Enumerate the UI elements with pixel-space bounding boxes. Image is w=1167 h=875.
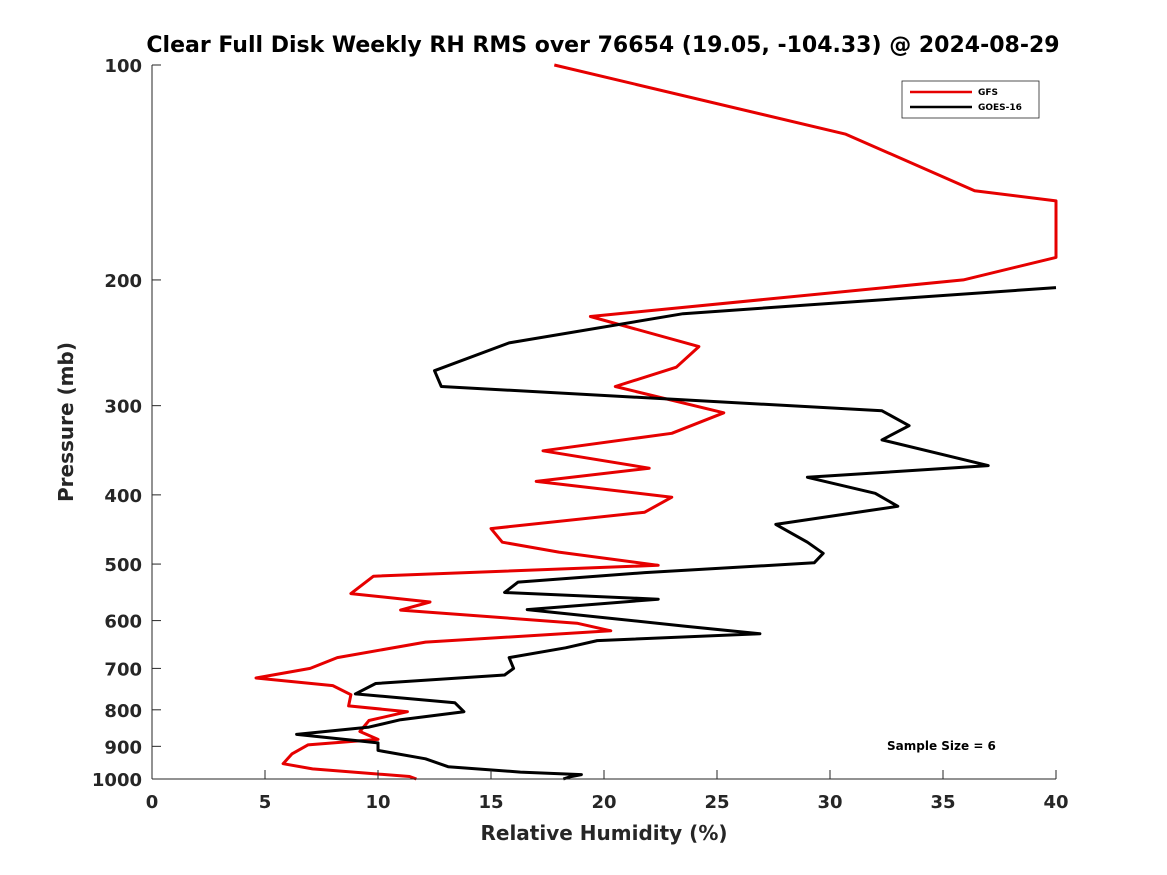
x-tick-label: 10 — [365, 792, 390, 813]
sample-size-annotation: Sample Size = 6 — [887, 739, 996, 753]
x-tick-label: 5 — [259, 792, 272, 813]
series-line-goes16 — [295, 286, 1057, 781]
y-tick-label: 400 — [104, 486, 142, 507]
y-tick-label: 600 — [104, 612, 142, 633]
x-tick-label: 40 — [1043, 792, 1068, 813]
y-tick-label: 500 — [104, 555, 142, 576]
y-tick-label: 700 — [104, 659, 142, 680]
legend-label-gfs: GFS — [978, 88, 998, 98]
x-tick-label: 20 — [591, 792, 616, 813]
x-tick-label: 15 — [478, 792, 503, 813]
y-axis-ticks: 100 200 300 400 500 600 700 800 900 1000 — [92, 56, 161, 791]
y-tick-label: 800 — [104, 701, 142, 722]
x-tick-label: 30 — [817, 792, 842, 813]
y-tick-label: 1000 — [92, 770, 142, 791]
series-layer — [254, 63, 1058, 781]
y-tick-label: 100 — [104, 56, 142, 77]
x-tick-label: 25 — [704, 792, 729, 813]
series-line-gfs — [254, 63, 1058, 781]
x-axis-label: Relative Humidity (%) — [480, 821, 727, 845]
y-tick-label: 300 — [104, 397, 142, 418]
legend-label-goes16: GOES-16 — [978, 103, 1022, 113]
legend: GFS GOES-16 — [901, 80, 1040, 119]
y-axis-label: Pressure (mb) — [54, 342, 78, 502]
legend-box — [901, 80, 1040, 119]
x-axis-ticks: 0 5 10 15 20 25 30 35 40 — [146, 770, 1069, 813]
x-tick-label: 35 — [930, 792, 955, 813]
x-tick-label: 0 — [146, 792, 159, 813]
y-tick-label: 900 — [104, 737, 142, 758]
chart-title: Clear Full Disk Weekly RH RMS over 76654… — [146, 33, 1059, 58]
y-tick-label: 200 — [104, 271, 142, 292]
